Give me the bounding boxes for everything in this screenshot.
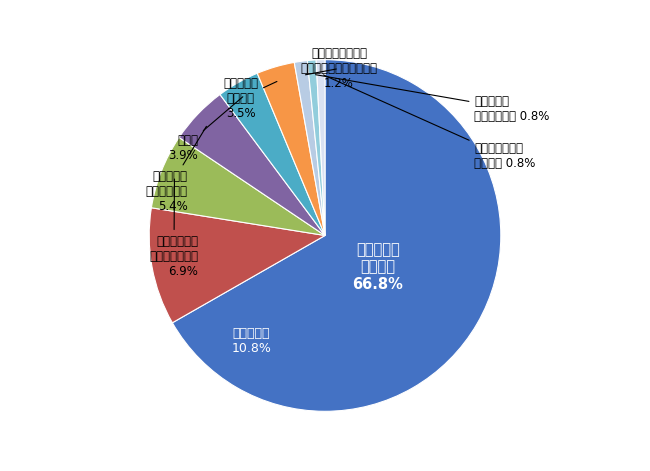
Wedge shape — [151, 138, 325, 236]
Text: 水の再利用
10.8%: 水の再利用 10.8% — [231, 327, 271, 355]
Text: トイレのタンクに
ペットボトル等を入れる
1.2%: トイレのタンクに ペットボトル等を入れる 1.2% — [300, 47, 378, 90]
Text: 水の使用時間を
短くする 0.8%: 水の使用時間を 短くする 0.8% — [324, 75, 536, 171]
Wedge shape — [307, 60, 325, 236]
Wedge shape — [316, 60, 325, 236]
Text: まとめ洗い・
ため洗いをする
6.9%: まとめ洗い・ ため洗いをする 6.9% — [150, 179, 198, 278]
Wedge shape — [179, 95, 325, 236]
Wedge shape — [257, 62, 325, 236]
Wedge shape — [294, 61, 325, 236]
Text: 井戸水等を
利用している 0.8%: 井戸水等を 利用している 0.8% — [315, 75, 550, 123]
Text: 節水用品を
利用している
5.4%: 節水用品を 利用している 5.4% — [146, 126, 207, 213]
Text: 雨水を利用
している
3.5%: 雨水を利用 している 3.5% — [223, 77, 277, 120]
Wedge shape — [172, 60, 500, 411]
Wedge shape — [220, 73, 325, 236]
Text: 使う分だけ
水を出す
66.8%: 使う分だけ 水を出す 66.8% — [352, 242, 403, 292]
Wedge shape — [150, 208, 325, 323]
Text: その他
3.9%: その他 3.9% — [168, 97, 243, 162]
